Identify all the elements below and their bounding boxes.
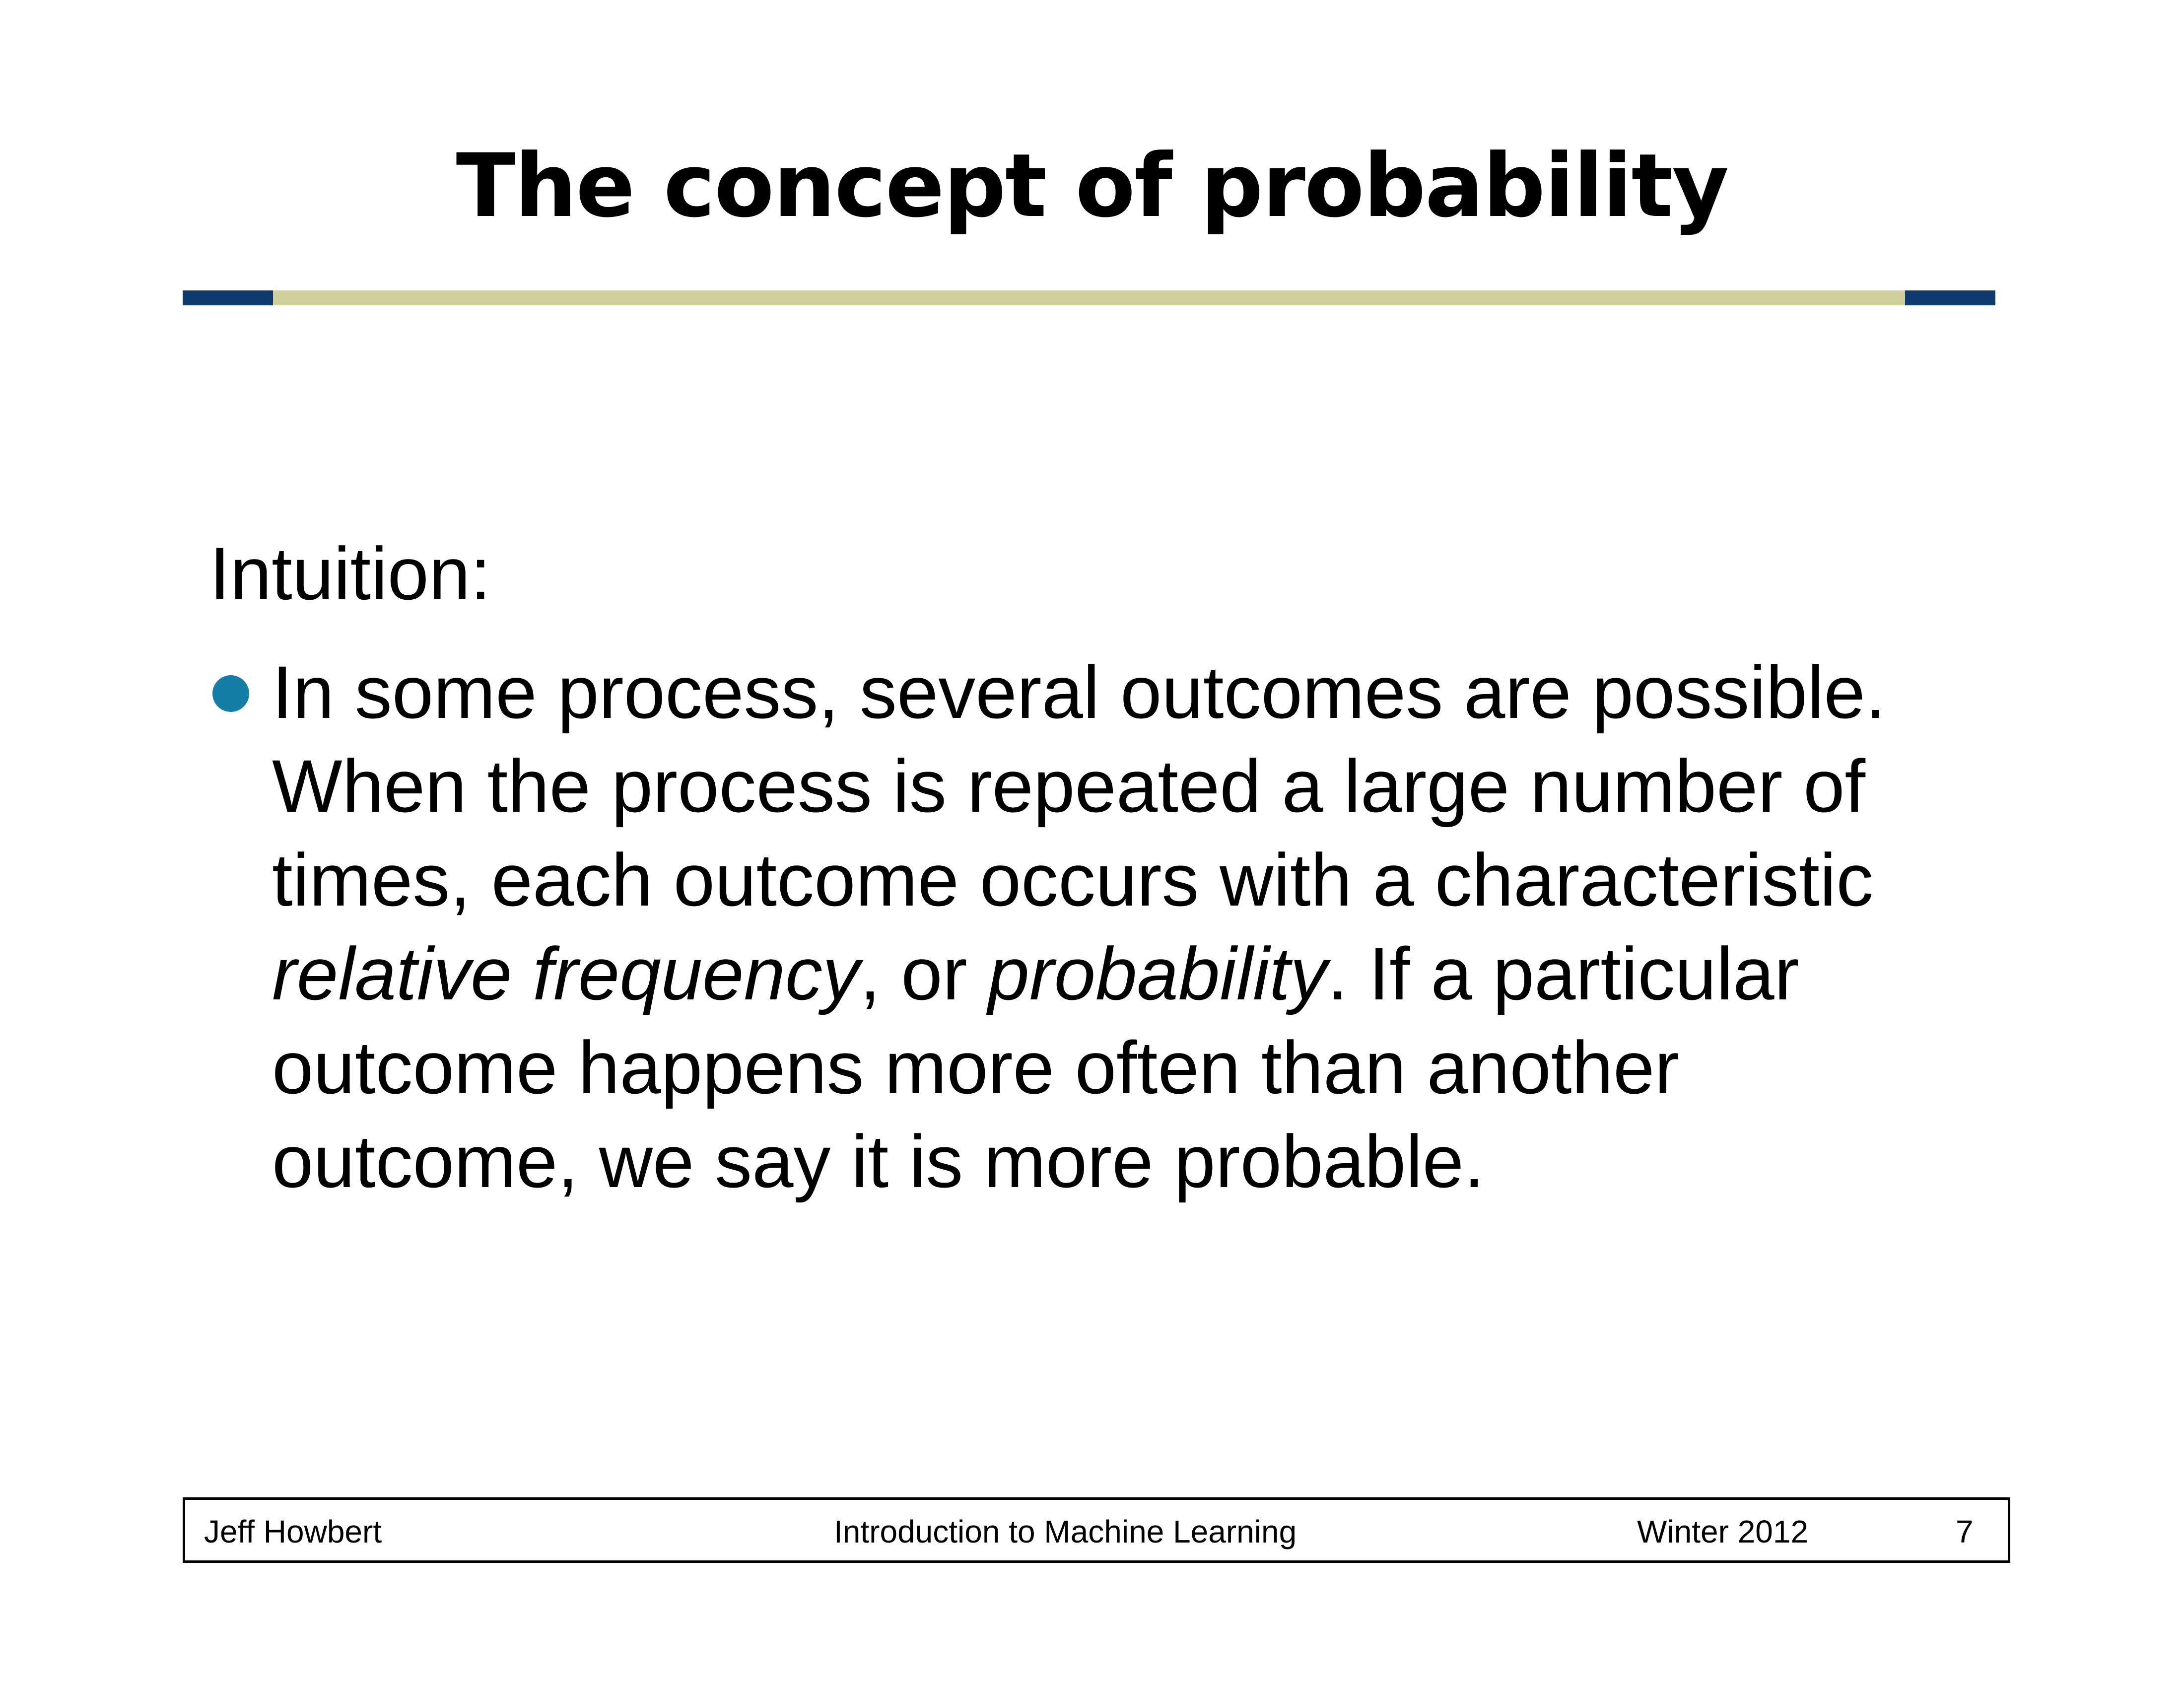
bullet-emphasis-relative-frequency: relative frequency [272, 932, 860, 1015]
bullet-text-part: In some process, several outcomes are po… [272, 650, 1886, 921]
divider-left-cap [183, 290, 273, 305]
footer-course: Introduction to Machine Learning [834, 1514, 1297, 1549]
footer-author: Jeff Howbert [204, 1514, 382, 1549]
bullet-emphasis-probability: probability [988, 932, 1328, 1015]
footer-term: Winter 2012 [1637, 1514, 1809, 1549]
bullet-text-part: . If a particular outcome happens more o… [272, 932, 1799, 1203]
title-divider [183, 290, 1995, 305]
footer-bar: Jeff Howbert Introduction to Machine Lea… [183, 1497, 2010, 1563]
bullet-icon [212, 675, 249, 712]
intro-label: Intuition: [209, 532, 491, 615]
divider-right-cap [1905, 290, 1995, 305]
slide-title: The concept of probability [456, 135, 1729, 237]
footer-page-number: 7 [1956, 1514, 1974, 1549]
bullet-text-part: , or [859, 932, 988, 1015]
bullet-paragraph: In some process, several outcomes are po… [272, 645, 1999, 1208]
